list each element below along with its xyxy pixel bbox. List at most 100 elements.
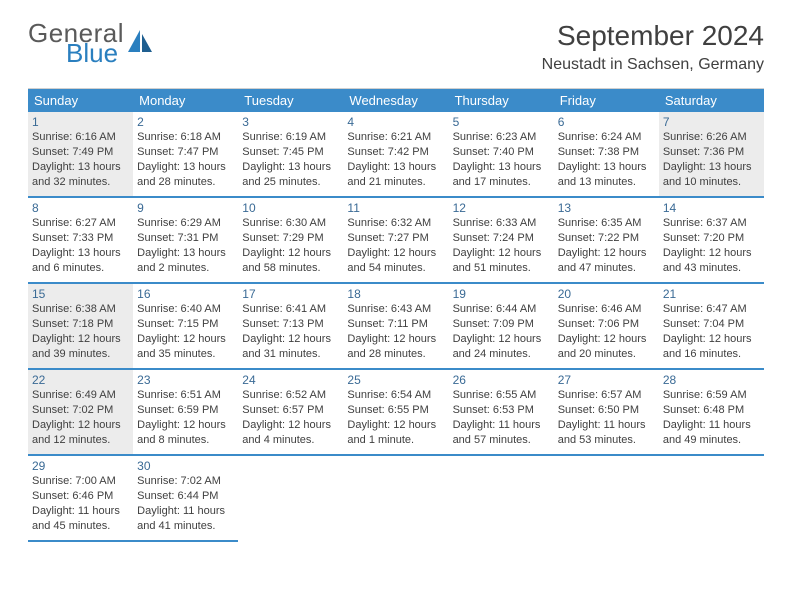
day-number: 8	[32, 201, 129, 215]
month-title: September 2024	[542, 20, 764, 52]
day-number: 29	[32, 459, 129, 473]
day-info-line: Sunset: 7:06 PM	[558, 317, 655, 332]
day-info-line: Daylight: 12 hours and 43 minutes.	[663, 246, 760, 276]
day-number: 9	[137, 201, 234, 215]
day-info-line: Sunrise: 6:51 AM	[137, 388, 234, 403]
day-info-line: Daylight: 11 hours and 57 minutes.	[453, 418, 550, 448]
day-cell: 24Sunrise: 6:52 AMSunset: 6:57 PMDayligh…	[238, 370, 343, 456]
day-cell: 3Sunrise: 6:19 AMSunset: 7:45 PMDaylight…	[238, 112, 343, 198]
day-number: 22	[32, 373, 129, 387]
day-info-line: Daylight: 11 hours and 49 minutes.	[663, 418, 760, 448]
weekday-header: Tuesday	[238, 89, 343, 112]
day-cell: 30Sunrise: 7:02 AMSunset: 6:44 PMDayligh…	[133, 456, 238, 542]
day-number: 23	[137, 373, 234, 387]
day-info-line: Daylight: 12 hours and 35 minutes.	[137, 332, 234, 362]
day-info-line: Sunset: 7:42 PM	[347, 145, 444, 160]
sail-icon	[126, 28, 154, 60]
day-number: 12	[453, 201, 550, 215]
day-info-line: Sunset: 7:27 PM	[347, 231, 444, 246]
day-info-line: Sunrise: 6:19 AM	[242, 130, 339, 145]
day-number: 19	[453, 287, 550, 301]
day-info-line: Daylight: 12 hours and 8 minutes.	[137, 418, 234, 448]
day-info-line: Sunset: 7:15 PM	[137, 317, 234, 332]
day-info-line: Daylight: 12 hours and 54 minutes.	[347, 246, 444, 276]
day-number: 15	[32, 287, 129, 301]
day-info-line: Sunrise: 6:24 AM	[558, 130, 655, 145]
day-cell: 22Sunrise: 6:49 AMSunset: 7:02 PMDayligh…	[28, 370, 133, 456]
day-cell: 4Sunrise: 6:21 AMSunset: 7:42 PMDaylight…	[343, 112, 448, 198]
day-info-line: Sunset: 7:40 PM	[453, 145, 550, 160]
day-info-line: Sunrise: 6:59 AM	[663, 388, 760, 403]
day-cell: 2Sunrise: 6:18 AMSunset: 7:47 PMDaylight…	[133, 112, 238, 198]
day-info-line: Sunset: 7:09 PM	[453, 317, 550, 332]
day-info-line: Sunset: 7:11 PM	[347, 317, 444, 332]
day-cell: 10Sunrise: 6:30 AMSunset: 7:29 PMDayligh…	[238, 198, 343, 284]
empty-cell	[659, 456, 764, 542]
day-info-line: Sunrise: 6:47 AM	[663, 302, 760, 317]
day-info-line: Sunset: 7:18 PM	[32, 317, 129, 332]
day-cell: 9Sunrise: 6:29 AMSunset: 7:31 PMDaylight…	[133, 198, 238, 284]
day-info-line: Sunrise: 6:16 AM	[32, 130, 129, 145]
day-info-line: Sunset: 6:59 PM	[137, 403, 234, 418]
day-number: 4	[347, 115, 444, 129]
day-number: 2	[137, 115, 234, 129]
day-info-line: Sunset: 6:48 PM	[663, 403, 760, 418]
day-info-line: Sunrise: 6:41 AM	[242, 302, 339, 317]
day-info-line: Daylight: 12 hours and 47 minutes.	[558, 246, 655, 276]
day-number: 14	[663, 201, 760, 215]
weekday-header: Friday	[554, 89, 659, 112]
empty-cell	[238, 456, 343, 542]
day-number: 10	[242, 201, 339, 215]
day-number: 11	[347, 201, 444, 215]
day-number: 21	[663, 287, 760, 301]
day-cell: 5Sunrise: 6:23 AMSunset: 7:40 PMDaylight…	[449, 112, 554, 198]
day-info-line: Daylight: 13 hours and 6 minutes.	[32, 246, 129, 276]
day-number: 16	[137, 287, 234, 301]
day-info-line: Sunset: 7:38 PM	[558, 145, 655, 160]
day-info-line: Daylight: 13 hours and 10 minutes.	[663, 160, 760, 190]
day-info-line: Sunrise: 6:21 AM	[347, 130, 444, 145]
logo-text: General Blue	[28, 20, 124, 66]
day-cell: 15Sunrise: 6:38 AMSunset: 7:18 PMDayligh…	[28, 284, 133, 370]
day-info-line: Daylight: 12 hours and 20 minutes.	[558, 332, 655, 362]
day-cell: 28Sunrise: 6:59 AMSunset: 6:48 PMDayligh…	[659, 370, 764, 456]
day-info-line: Sunset: 7:04 PM	[663, 317, 760, 332]
day-info-line: Sunset: 7:29 PM	[242, 231, 339, 246]
day-info-line: Sunrise: 6:52 AM	[242, 388, 339, 403]
day-number: 25	[347, 373, 444, 387]
day-info-line: Sunrise: 6:26 AM	[663, 130, 760, 145]
day-info-line: Sunset: 7:31 PM	[137, 231, 234, 246]
day-cell: 13Sunrise: 6:35 AMSunset: 7:22 PMDayligh…	[554, 198, 659, 284]
day-number: 27	[558, 373, 655, 387]
day-info-line: Sunrise: 6:43 AM	[347, 302, 444, 317]
day-info-line: Sunset: 7:33 PM	[32, 231, 129, 246]
day-cell: 14Sunrise: 6:37 AMSunset: 7:20 PMDayligh…	[659, 198, 764, 284]
day-number: 3	[242, 115, 339, 129]
day-cell: 12Sunrise: 6:33 AMSunset: 7:24 PMDayligh…	[449, 198, 554, 284]
weekday-header: Wednesday	[343, 89, 448, 112]
day-info-line: Daylight: 12 hours and 31 minutes.	[242, 332, 339, 362]
day-info-line: Sunrise: 6:38 AM	[32, 302, 129, 317]
day-info-line: Sunset: 7:49 PM	[32, 145, 129, 160]
day-cell: 6Sunrise: 6:24 AMSunset: 7:38 PMDaylight…	[554, 112, 659, 198]
day-cell: 8Sunrise: 6:27 AMSunset: 7:33 PMDaylight…	[28, 198, 133, 284]
day-cell: 21Sunrise: 6:47 AMSunset: 7:04 PMDayligh…	[659, 284, 764, 370]
day-info-line: Daylight: 13 hours and 17 minutes.	[453, 160, 550, 190]
weekday-header: Monday	[133, 89, 238, 112]
day-info-line: Daylight: 12 hours and 28 minutes.	[347, 332, 444, 362]
day-info-line: Sunrise: 6:49 AM	[32, 388, 129, 403]
day-info-line: Sunset: 6:46 PM	[32, 489, 129, 504]
empty-cell	[554, 456, 659, 542]
day-info-line: Sunrise: 6:46 AM	[558, 302, 655, 317]
day-number: 26	[453, 373, 550, 387]
day-info-line: Daylight: 12 hours and 24 minutes.	[453, 332, 550, 362]
empty-cell	[343, 456, 448, 542]
day-info-line: Sunset: 6:44 PM	[137, 489, 234, 504]
day-info-line: Sunset: 7:22 PM	[558, 231, 655, 246]
day-info-line: Sunset: 6:50 PM	[558, 403, 655, 418]
weekday-header: Thursday	[449, 89, 554, 112]
day-info-line: Sunrise: 6:57 AM	[558, 388, 655, 403]
day-info-line: Daylight: 13 hours and 28 minutes.	[137, 160, 234, 190]
empty-cell	[449, 456, 554, 542]
day-info-line: Sunset: 7:45 PM	[242, 145, 339, 160]
